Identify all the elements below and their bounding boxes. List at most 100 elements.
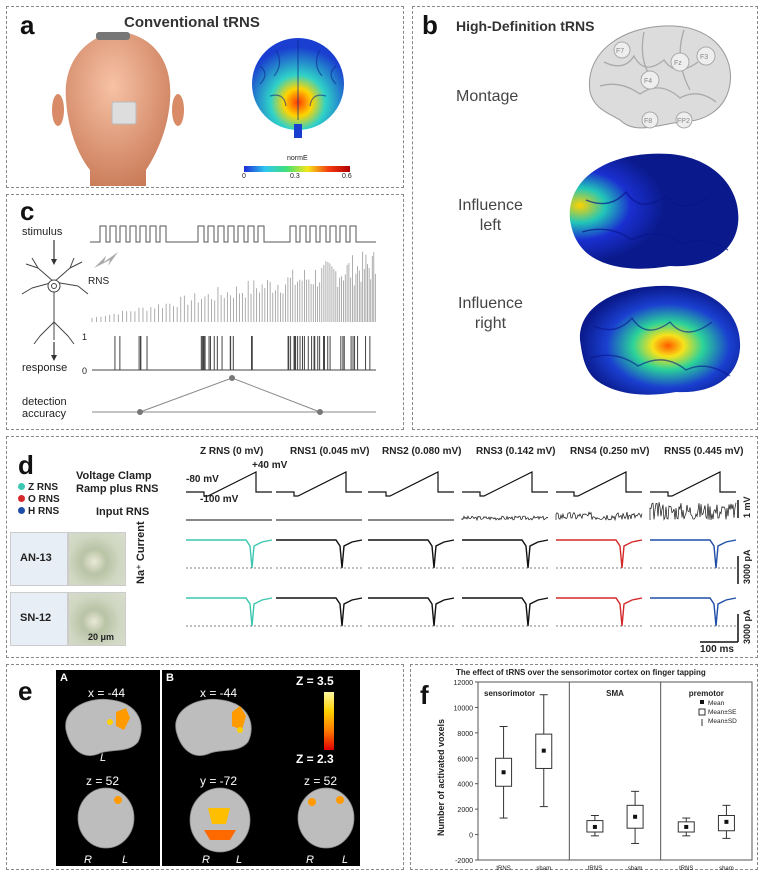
coord-b-top: x = -44 (200, 686, 238, 700)
group-label-1: SMA (606, 689, 624, 698)
z-colorbar (324, 692, 334, 750)
electrode-f3: F3 (700, 54, 708, 61)
influence-right-brain (579, 285, 741, 395)
colorbar-tick-0: 0 (242, 173, 246, 180)
ramp-trace-4 (556, 471, 642, 497)
head-model (52, 32, 184, 186)
mean-5 (724, 819, 729, 824)
electrode-f7: F7 (616, 48, 624, 55)
response-label: response (22, 362, 68, 374)
input-rns-3 (461, 515, 549, 522)
cell-an13-label-box (10, 532, 68, 586)
fmri-sub-a: A (60, 672, 68, 684)
legend-z: Z RNS (18, 482, 58, 493)
panel-b-title: High-Definition tRNS (456, 18, 595, 34)
detection-accuracy-plot (92, 375, 376, 415)
lr-a-l: L (122, 854, 129, 866)
z-high: Z = 3.5 (296, 674, 334, 688)
ytick-label-1: 0 (469, 833, 473, 840)
panel-a (6, 6, 404, 188)
lr-b-l: L (236, 854, 243, 866)
ytick-label-5: 8000 (457, 731, 473, 738)
response-raster (92, 336, 376, 371)
panel-b (412, 6, 758, 430)
input-rns-5 (649, 502, 737, 521)
mean-0 (501, 770, 506, 775)
panel-e (6, 664, 404, 870)
coord-c-bottom: z = 52 (304, 774, 338, 788)
legend-label-1: Mean±SE (708, 709, 737, 716)
colorbar-title: normE (287, 155, 308, 162)
ramp-trace-1 (276, 471, 362, 497)
panel-d-label: d (18, 450, 34, 480)
lr-c-r: R (306, 854, 314, 866)
colorbar-tick-1: 0.3 (290, 173, 300, 180)
colorbar-tick-2: 0.6 (342, 173, 352, 180)
lr-a-top-l: L (100, 752, 107, 764)
ramp-trace-3 (462, 471, 548, 497)
panel-c-label: c (20, 196, 35, 226)
patch-clamp-traces (186, 471, 739, 643)
col-header-2: RNS2 (0.080 mV) (382, 446, 462, 457)
cell-sn12-label: SN-12 (20, 612, 52, 624)
rns-label: RNS (88, 276, 110, 287)
group-label-0: sensorimotor (484, 689, 535, 698)
legend-o: O RNS (18, 494, 60, 505)
cell-sn12-label-box (10, 592, 68, 646)
legend-label-0: Mean (708, 700, 725, 707)
electrode-fz: Fz (674, 60, 682, 67)
ytick-label-6: 10000 (454, 705, 474, 712)
ytick-label-7: 12000 (454, 680, 474, 687)
mean-2 (592, 824, 597, 829)
col-header-4: RNS4 (0.250 mV) (570, 446, 650, 457)
ytick-label-2: 2000 (457, 807, 473, 814)
panel-f-label: f (420, 680, 429, 710)
coord-b-bottom: y = -72 (200, 774, 238, 788)
detection-label: detection accuracy (22, 396, 67, 420)
rns-bolt-icon (94, 252, 118, 268)
panel-e-label: e (18, 676, 33, 706)
scale-um: 20 μm (88, 632, 115, 642)
cell-sn12-photo (68, 592, 126, 646)
input-rns-label: Input RNS (96, 506, 150, 518)
brain-efield-map (252, 38, 344, 138)
col-header-5: RNS5 (0.445 mV) (664, 446, 744, 457)
coord-a-bottom: z = 52 (86, 774, 120, 788)
rns-noise-ramp (91, 251, 376, 322)
panel-b-label: b (422, 10, 438, 40)
neuron-diagram (21, 240, 89, 361)
colorbar (244, 166, 350, 172)
voltage-clamp-label: Voltage Clamp Ramp plus RNS (76, 470, 159, 495)
v-plus40: +40 mV (252, 460, 288, 471)
lr-b-r: R (202, 854, 210, 866)
xtick-label-0: tRNS (496, 866, 510, 872)
ramp-trace-0 (186, 471, 272, 497)
panel-c (6, 194, 404, 430)
xtick-label-2: tRNS (588, 866, 602, 872)
montage-label: Montage (456, 88, 519, 105)
plot-frame (477, 681, 753, 861)
coord-a-top: x = -44 (88, 686, 126, 700)
influence-left-label: Influence left (458, 197, 523, 234)
ramp-trace-5 (650, 471, 736, 497)
xtick-label-5: sham (719, 866, 734, 872)
legend-mean-marker (700, 700, 704, 704)
mean-4 (684, 824, 689, 829)
mean-3 (633, 814, 638, 819)
col-header-3: RNS3 (0.142 mV) (476, 446, 556, 457)
stimulus-label: stimulus (22, 226, 63, 238)
ytick-label-3: 4000 (457, 782, 473, 789)
lr-c-l: L (342, 854, 349, 866)
input-rns-4 (555, 511, 643, 522)
cell-an13-photo (68, 532, 126, 586)
panel-a-label: a (20, 10, 35, 40)
z-low: Z = 2.3 (296, 752, 334, 766)
mean-1 (541, 748, 546, 753)
scale-ms: 100 ms (700, 644, 734, 655)
ytick-label-4: 6000 (457, 756, 473, 763)
v-minus80: -80 mV (186, 474, 219, 485)
cell-an13-label: AN-13 (20, 552, 52, 564)
xtick-label-4: tRNS (679, 866, 693, 872)
